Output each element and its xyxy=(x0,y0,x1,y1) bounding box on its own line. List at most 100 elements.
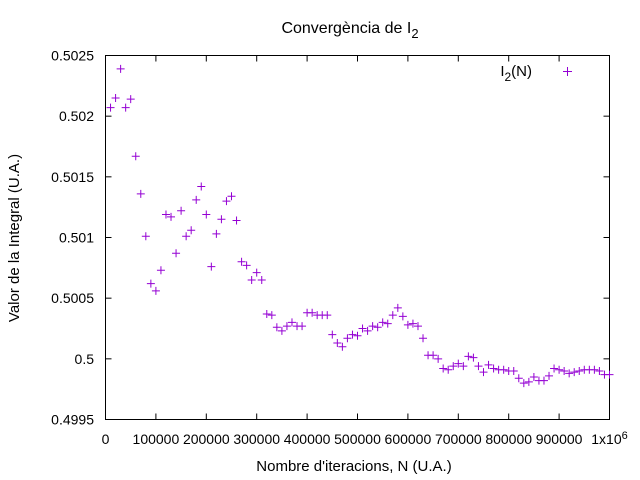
data-point xyxy=(444,365,453,374)
data-point xyxy=(479,368,488,377)
data-point xyxy=(277,326,286,335)
data-point xyxy=(197,182,206,191)
data-point xyxy=(126,95,135,104)
data-point xyxy=(151,286,160,295)
legend-label-subscript: 2 xyxy=(504,70,511,84)
data-point xyxy=(499,365,508,374)
data-point xyxy=(232,216,241,225)
data-point xyxy=(308,308,317,317)
data-point xyxy=(156,266,165,275)
y-tick-label: 0.5015 xyxy=(51,169,94,185)
data-point xyxy=(131,152,140,161)
chart-title-subscript: 2 xyxy=(411,26,418,41)
data-point xyxy=(343,334,352,343)
data-point xyxy=(474,362,483,371)
data-point xyxy=(398,312,407,321)
data-point xyxy=(575,366,584,375)
data-point xyxy=(192,195,201,204)
data-point xyxy=(298,322,307,331)
data-point xyxy=(383,319,392,328)
data-point xyxy=(227,192,236,201)
data-point xyxy=(247,275,256,284)
data-point xyxy=(287,318,296,327)
data-point xyxy=(282,322,291,331)
data-point xyxy=(363,326,372,335)
data-point xyxy=(373,323,382,332)
data-point xyxy=(267,311,276,320)
x-tick-label: 600000 xyxy=(385,431,432,447)
data-point xyxy=(565,369,574,378)
data-point xyxy=(368,322,377,331)
data-point xyxy=(242,261,251,270)
data-point xyxy=(464,352,473,361)
x-axis-ticks: 0 100000 200000 300000 400000 500000 600000 700… xyxy=(102,55,628,447)
data-point xyxy=(333,339,342,348)
x-tick-label: 200000 xyxy=(183,431,230,447)
data-point xyxy=(167,212,176,221)
legend-label: I2(N) xyxy=(500,63,532,84)
legend-label-suffix: (N) xyxy=(511,63,532,80)
legend: I2(N) xyxy=(500,63,572,84)
data-point xyxy=(439,364,448,373)
data-point xyxy=(509,366,518,375)
data-point xyxy=(338,342,347,351)
data-point xyxy=(141,232,150,241)
data-point xyxy=(172,249,181,258)
y-tick-label: 0.5025 xyxy=(51,48,94,64)
data-point xyxy=(272,323,281,332)
data-point xyxy=(560,366,569,375)
y-tick-label: 0.5 xyxy=(75,351,95,367)
data-point xyxy=(202,210,211,219)
data-point xyxy=(106,103,115,112)
x-tick-label: 500000 xyxy=(334,431,381,447)
data-point xyxy=(257,275,266,284)
data-point xyxy=(187,226,196,235)
chart-title: Convergència de I2 xyxy=(281,20,418,41)
data-point xyxy=(252,268,261,277)
data-point xyxy=(217,215,226,224)
data-point xyxy=(146,279,155,288)
data-point xyxy=(555,365,564,374)
x-tick-label: 300000 xyxy=(233,431,280,447)
data-point xyxy=(207,262,216,271)
data-point xyxy=(393,303,402,312)
data-point xyxy=(489,364,498,373)
data-point xyxy=(595,366,604,375)
y-axis-label: Valor de la Integral (U.A.) xyxy=(6,154,23,322)
data-point xyxy=(353,331,362,340)
data-point xyxy=(434,354,443,363)
y-axis-ticks: 0.4995 0.5 0.5005 0.501 0.5015 0.502 0.5025 xyxy=(51,48,610,428)
x-tick-label-exponent: 6 xyxy=(622,430,628,442)
y-tick-label: 0.5005 xyxy=(51,290,94,306)
y-tick-label: 0.502 xyxy=(59,108,94,124)
data-point xyxy=(519,379,528,388)
data-point xyxy=(408,319,417,328)
data-point xyxy=(177,206,186,215)
data-point xyxy=(161,210,170,219)
data-point xyxy=(403,320,412,329)
data-point xyxy=(590,365,599,374)
data-point xyxy=(237,257,246,266)
data-point xyxy=(378,318,387,327)
x-tick-label: 700000 xyxy=(435,431,482,447)
data-point xyxy=(524,377,533,386)
data-point xyxy=(484,360,493,369)
x-tick-label: 1x106 xyxy=(591,430,627,447)
series-points xyxy=(106,64,614,388)
x-tick-label: 800000 xyxy=(485,431,532,447)
y-tick-label: 0.4995 xyxy=(51,412,94,428)
data-point xyxy=(449,362,458,371)
data-point xyxy=(212,229,221,238)
data-point xyxy=(459,362,468,371)
data-point xyxy=(222,197,231,206)
data-point xyxy=(514,374,523,383)
x-tick-label: 900000 xyxy=(536,431,583,447)
data-point xyxy=(388,311,397,320)
data-point xyxy=(550,364,559,373)
data-point xyxy=(605,370,614,379)
data-point xyxy=(111,93,120,102)
x-tick-label: 0 xyxy=(102,431,110,447)
x-axis-label: Nombre d'iteracions, N (U.A.) xyxy=(256,458,451,475)
